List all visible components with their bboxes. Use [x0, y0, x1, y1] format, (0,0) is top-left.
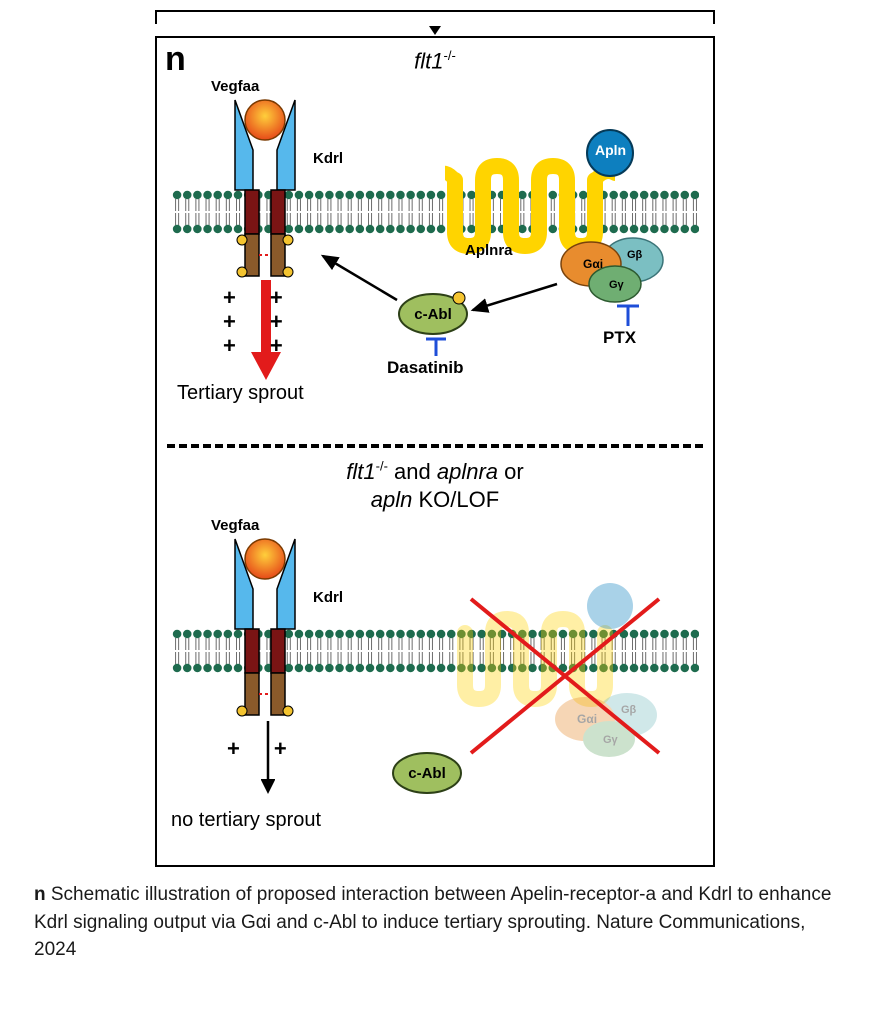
bt-a: flt1: [346, 459, 375, 484]
kdrl-label-bottom: Kdrl: [313, 589, 343, 606]
svg-text:c-Abl: c-Abl: [408, 765, 446, 782]
ptx-label: PTX: [603, 328, 636, 348]
panel-divider: [167, 444, 703, 448]
vegfaa-label-bottom: Vegfaa: [211, 517, 259, 534]
bt-c: aplnra: [437, 459, 498, 484]
panel-label: n: [165, 40, 186, 79]
apln-label: Apln: [595, 142, 626, 158]
ptx-inhibitor-icon: [613, 302, 643, 328]
arrow-gprot-to-cabl: [465, 280, 565, 320]
arrow-cabl-to-kdrl: [315, 250, 405, 310]
kdrl-receptor-top: [205, 90, 325, 310]
caption-text: Schematic illustration of proposed inter…: [34, 884, 831, 960]
svg-text:Gαi: Gαi: [583, 257, 603, 271]
bt-d: or: [498, 459, 524, 484]
panel-stub-above: [155, 10, 715, 24]
bt-f: KO/LOF: [412, 487, 499, 512]
figure-container: n flt1-/-: [155, 10, 715, 867]
figure-caption: n Schematic illustration of proposed int…: [30, 881, 840, 964]
bottom-scene: (function(){ var ns="http://www.w3.org/2…: [165, 519, 705, 849]
top-scene: (function(){ var ns="http://www.w3.org/2…: [165, 80, 705, 430]
svg-text:c-Abl: c-Abl: [414, 306, 452, 323]
top-title-sup: -/-: [444, 48, 456, 63]
bottom-title: flt1-/- and aplnra or apln KO/LOF: [165, 458, 705, 513]
bt-sup: -/-: [376, 459, 388, 474]
kdrl-label-top: Kdrl: [313, 150, 343, 167]
caption-panel-letter: n: [34, 884, 46, 905]
svg-text:Gβ: Gβ: [627, 249, 643, 261]
tertiary-sprout-label: Tertiary sprout: [177, 382, 304, 405]
aplnra-label: Aplnra: [465, 242, 513, 259]
c-abl-top: c-Abl: [395, 290, 471, 338]
top-title-gene: flt1: [414, 48, 443, 73]
knockout-cross-icon: [465, 591, 665, 761]
svg-text:Gγ: Gγ: [609, 279, 625, 291]
top-title: flt1-/-: [165, 48, 705, 74]
bt-e: apln: [371, 487, 413, 512]
kdrl-receptor-bottom: [205, 529, 325, 749]
no-sprout-label: no tertiary sprout: [171, 809, 321, 832]
c-abl-bottom: c-Abl: [389, 749, 465, 797]
dasatinib-inhibitor-icon: [423, 336, 449, 358]
bt-b: and: [388, 459, 437, 484]
vegfaa-label-top: Vegfaa: [211, 78, 259, 95]
panel-n: n flt1-/-: [155, 36, 715, 867]
dasatinib-label: Dasatinib: [387, 358, 464, 378]
g-protein-complex: Gαi Gβ Gγ: [555, 236, 675, 306]
plus-signs-bottom: ++: [227, 737, 287, 761]
plus-signs-top: ++ ++ ++: [223, 286, 283, 358]
